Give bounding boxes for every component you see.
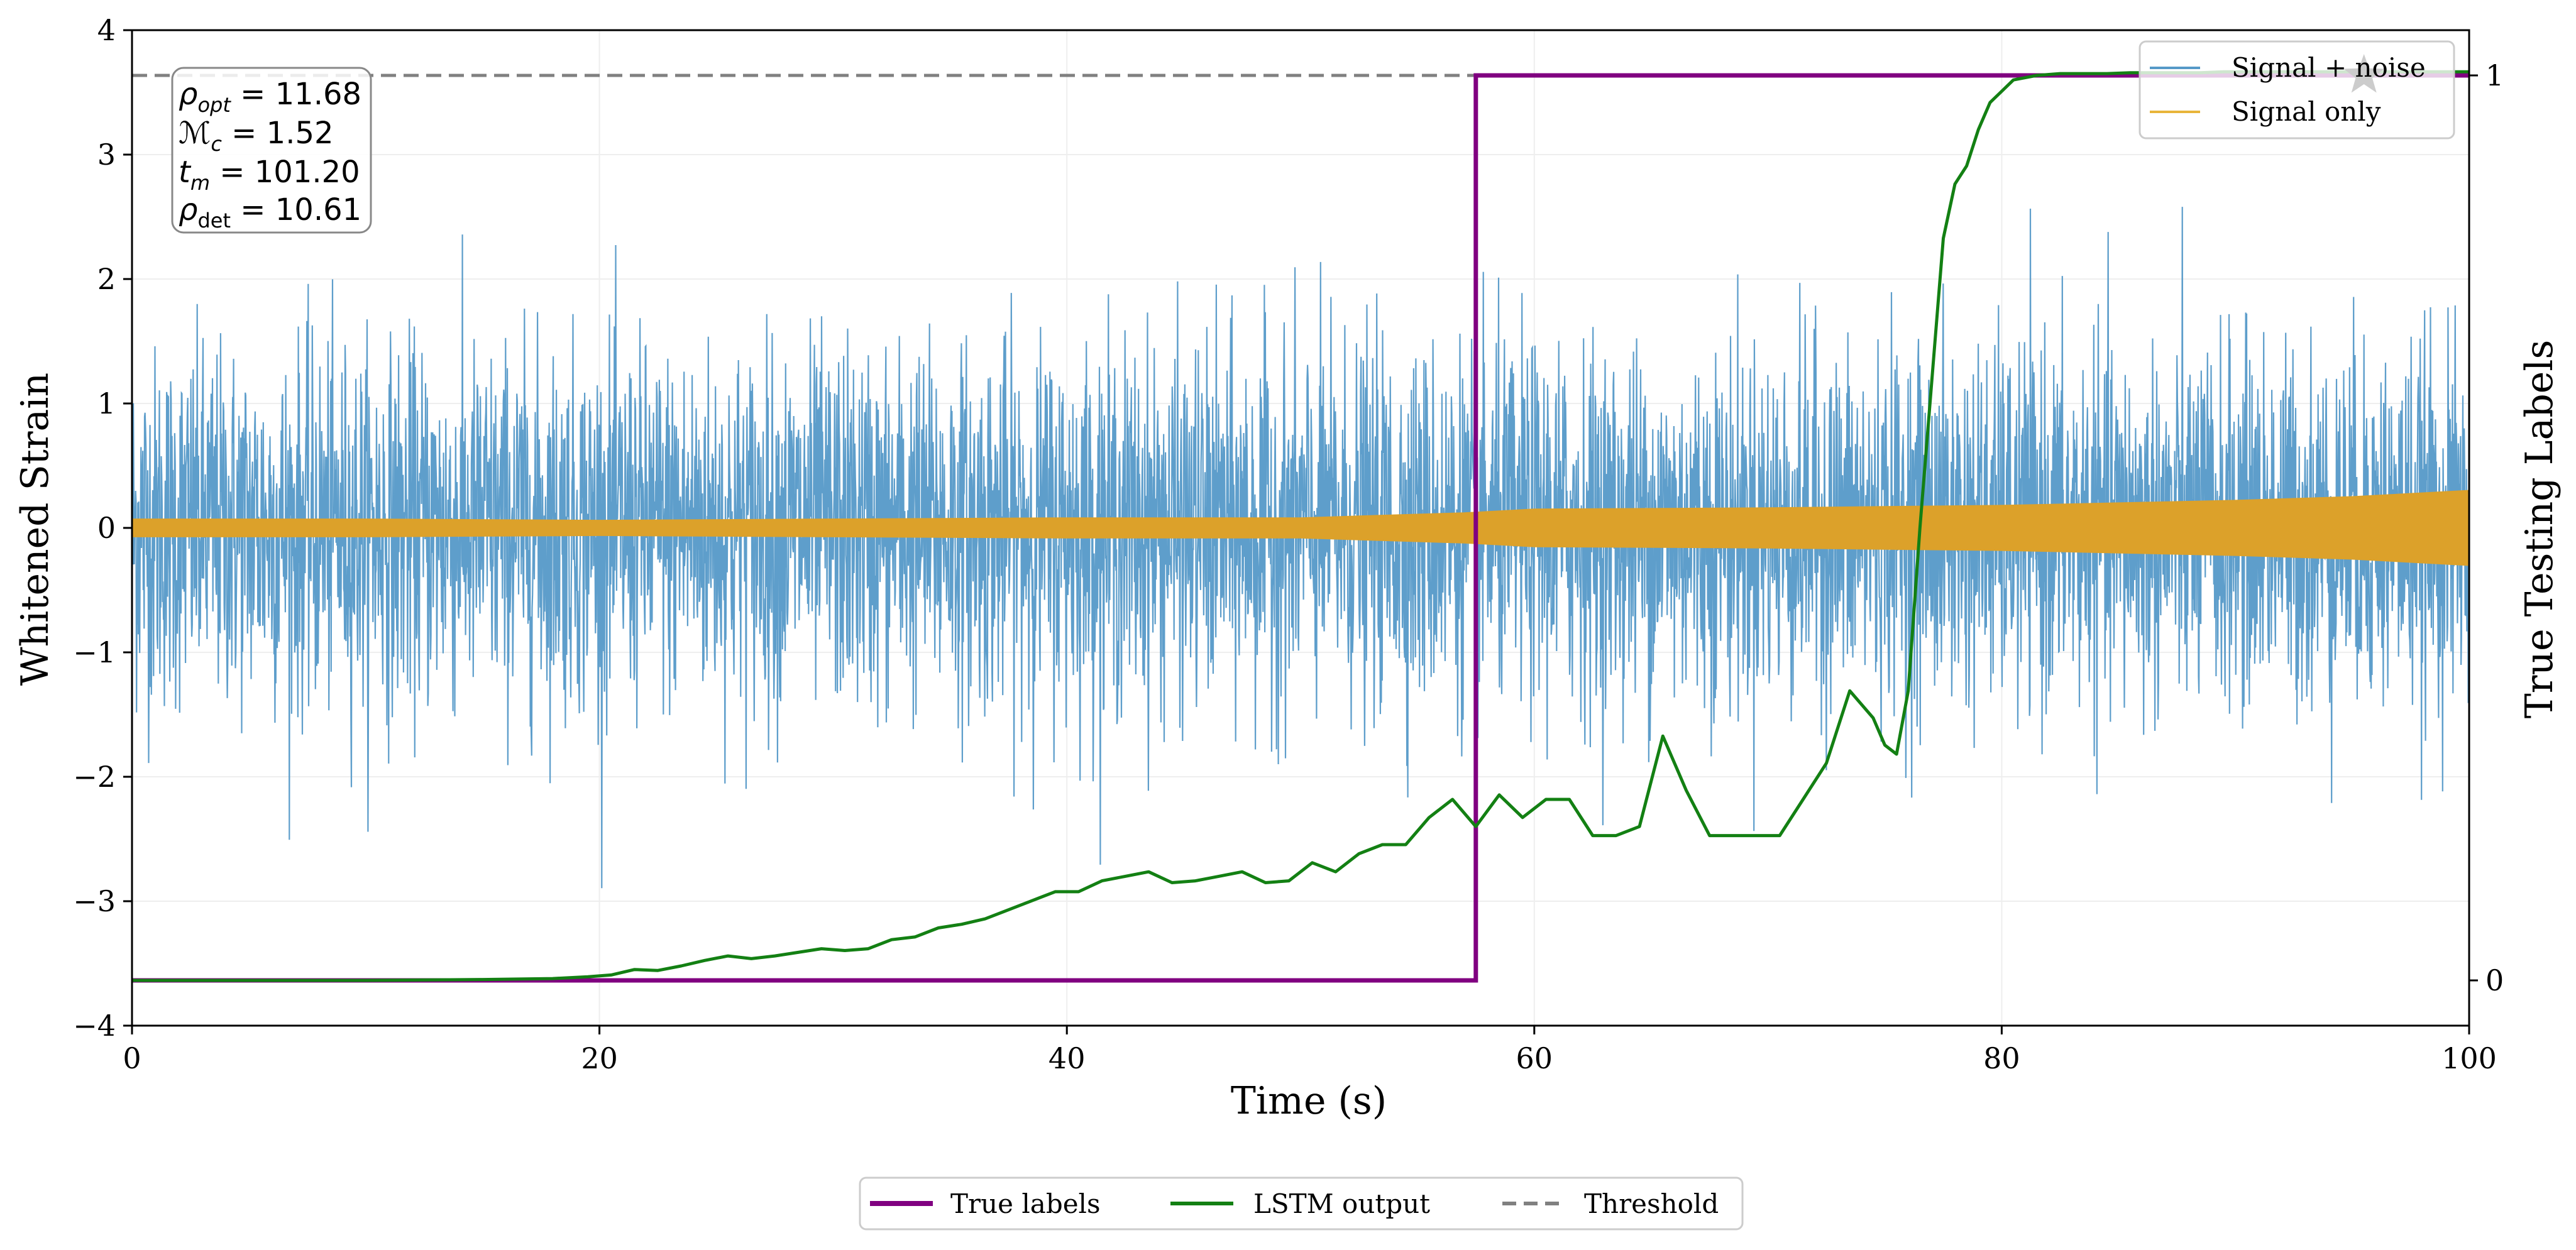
y-axis-left-label: Whitened Strain xyxy=(13,373,57,686)
legend-label-signal-plus-noise: Signal + noise xyxy=(2232,52,2426,83)
legend-lower-frame xyxy=(859,1176,1744,1231)
lstm-output-line xyxy=(132,70,2469,982)
x-tick-label: 0 xyxy=(123,1041,141,1075)
series-lstm-output xyxy=(132,70,2469,982)
y-right-tick-label: 0 xyxy=(2485,963,2504,997)
x-tick-label: 80 xyxy=(1983,1041,2020,1075)
series-signal-plus-noise xyxy=(131,207,2470,889)
y-left-tick-label: −4 xyxy=(73,1009,116,1043)
annotation-merger-time: tm = 101.20 xyxy=(179,155,360,195)
legend-upper: Signal + noise Signal only xyxy=(2138,40,2455,140)
y-left-tick-label: −1 xyxy=(73,635,116,669)
parameter-annotation-box: ρopt = 11.68 ℳc = 1.52 tm = 101.20 ρdet … xyxy=(171,67,372,234)
y-left-tick-label: 4 xyxy=(97,13,116,47)
x-tick-label: 60 xyxy=(1516,1041,1553,1075)
annotation-chirp-mass: ℳc = 1.52 xyxy=(179,116,334,156)
x-tick-label: 100 xyxy=(2441,1041,2497,1075)
annotation-frame xyxy=(171,67,372,234)
legend-lower: True labels LSTM output Threshold xyxy=(859,1176,1744,1231)
y-axis-right-ticks: 01 xyxy=(2469,58,2504,997)
annotation-rho-opt: ρopt = 11.68 xyxy=(179,77,361,117)
y-left-tick-label: 2 xyxy=(97,262,116,296)
y-right-tick-label: 1 xyxy=(2485,58,2504,92)
legend-label-lstm-output: LSTM output xyxy=(1253,1188,1430,1219)
y-left-tick-label: 3 xyxy=(97,138,116,172)
annotation-rho-det: ρdet = 10.61 xyxy=(179,192,361,233)
true-labels-line xyxy=(132,73,2469,983)
x-tick-label: 40 xyxy=(1049,1041,1086,1075)
legend-label-signal-only: Signal only xyxy=(2232,96,2381,127)
y-axis-left-ticks: −4 −3 −2 −1 0 1 2 3 4 xyxy=(73,13,132,1043)
y-left-tick-label: −2 xyxy=(73,760,116,794)
series-true-labels xyxy=(132,73,2469,983)
legend-upper-frame xyxy=(2138,40,2455,140)
x-tick-label: 20 xyxy=(581,1041,618,1075)
legend-label-true-labels: True labels xyxy=(950,1188,1101,1219)
noise-trace xyxy=(131,207,2470,889)
y-axis-right-label: True Testing Labels xyxy=(2518,340,2562,719)
x-axis-ticks: 0 20 40 60 80 100 xyxy=(123,1026,2497,1075)
y-left-tick-label: −3 xyxy=(73,884,116,918)
y-left-tick-label: 0 xyxy=(97,511,116,545)
y-left-tick-label: 1 xyxy=(97,387,116,420)
legend-label-threshold: Threshold xyxy=(1584,1188,1719,1219)
x-axis-label: Time (s) xyxy=(1231,1079,1387,1123)
